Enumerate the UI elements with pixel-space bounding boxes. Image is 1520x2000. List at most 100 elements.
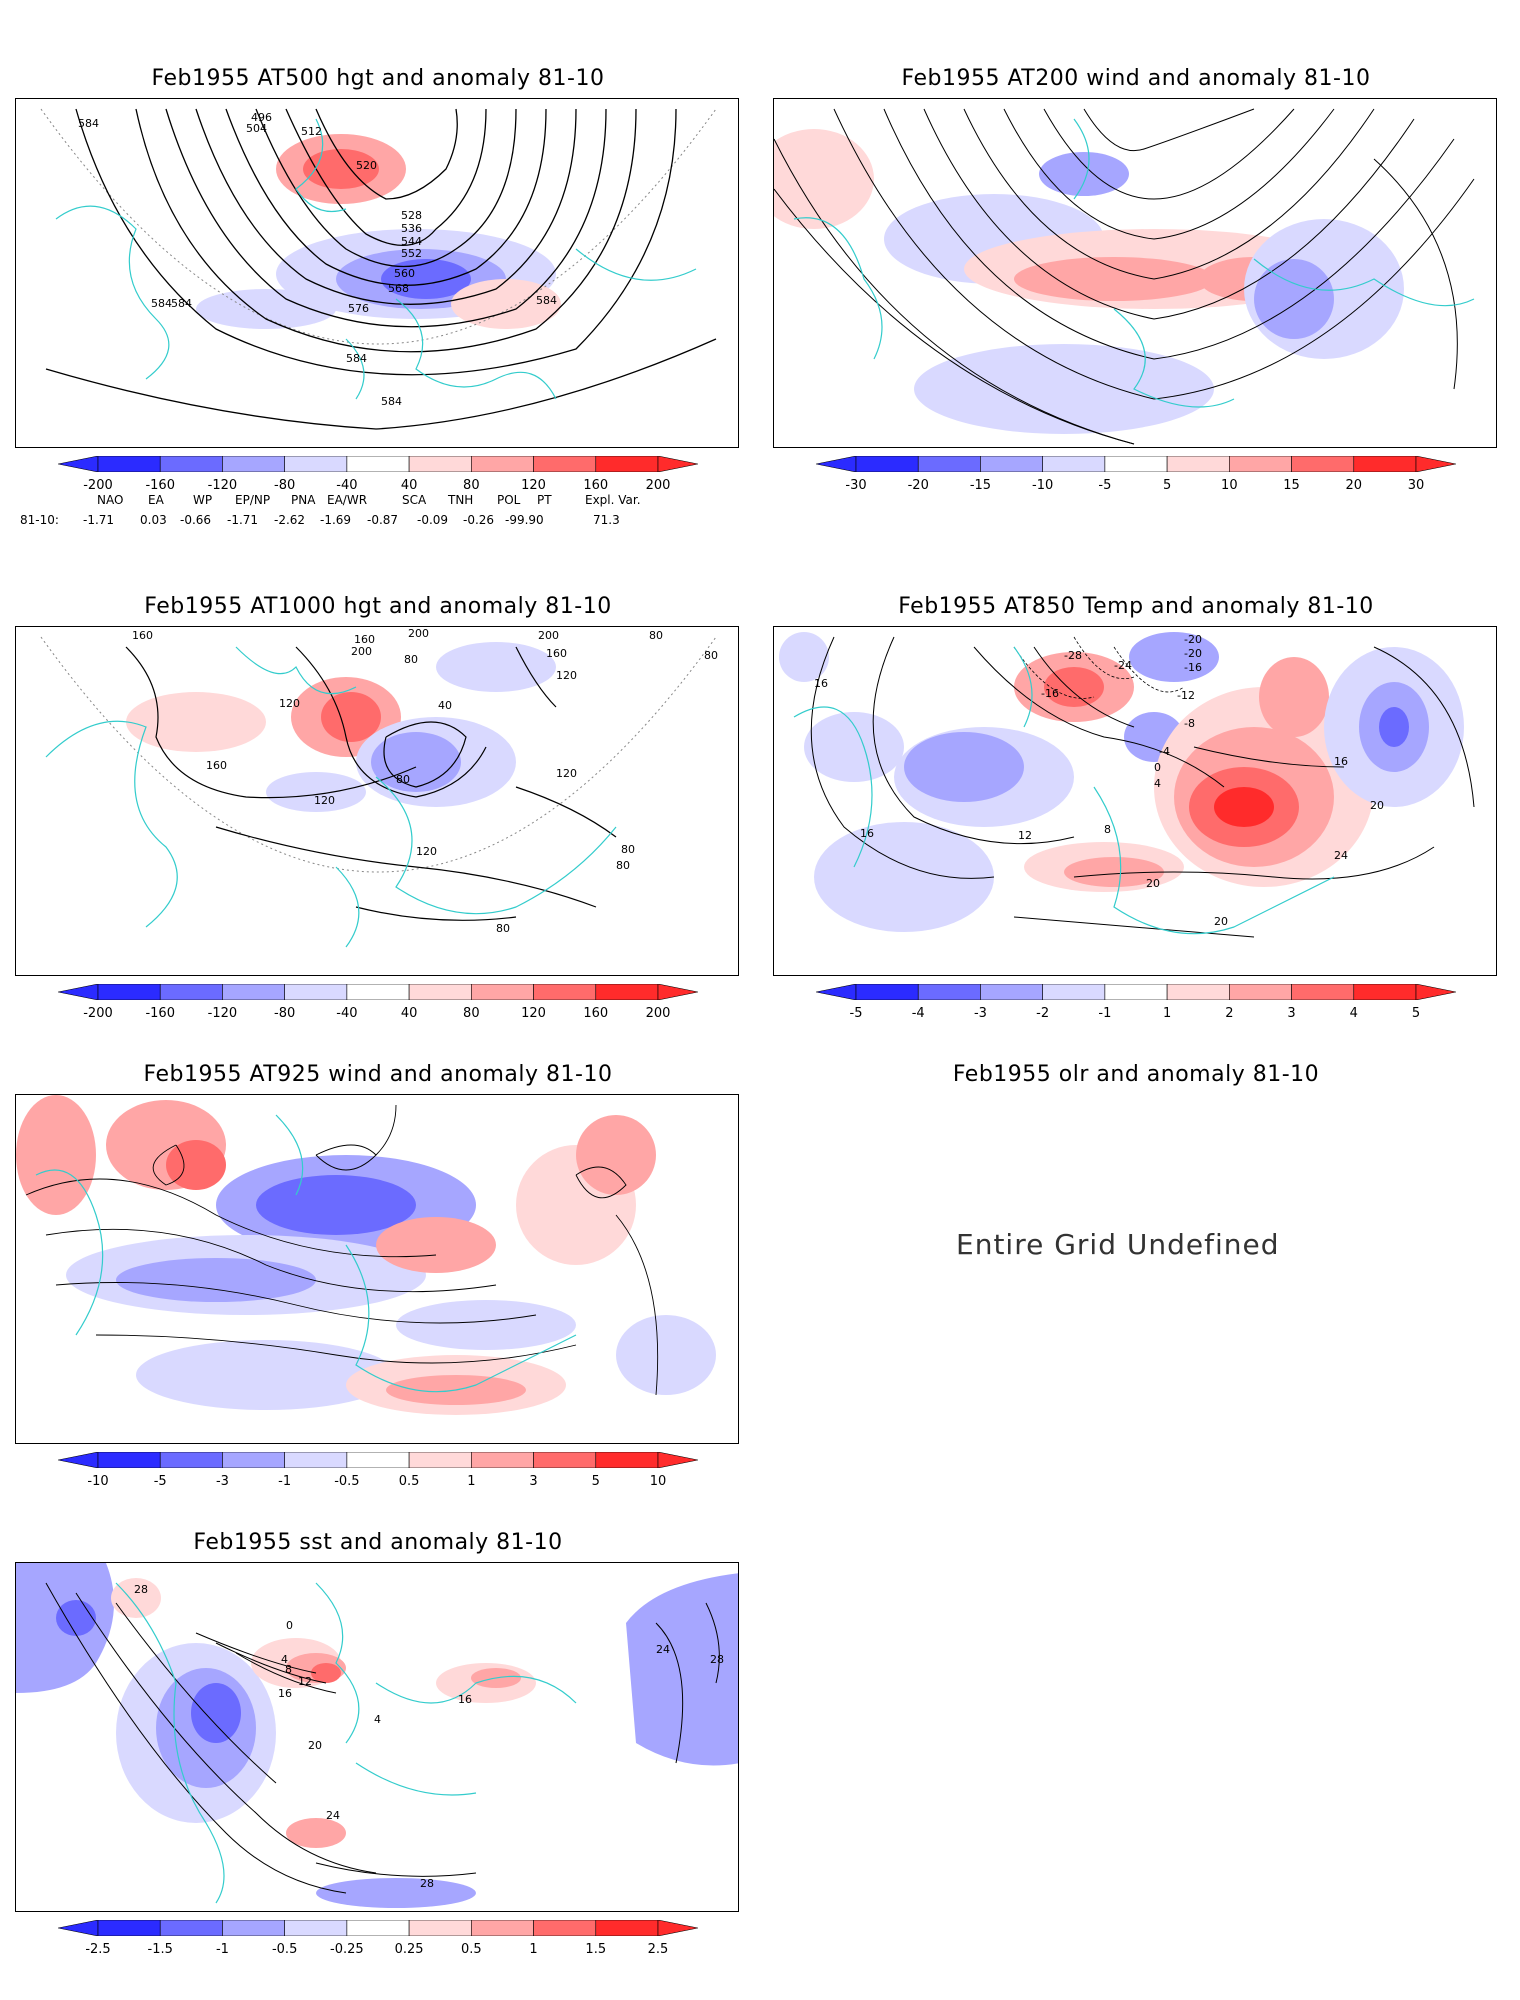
- colorbar-graphic: [58, 1452, 698, 1468]
- colorbar-right-triangle: [1415, 456, 1456, 472]
- contour-label: 16: [860, 827, 874, 840]
- colorbar-segment: [855, 984, 919, 1000]
- contour-label: 504: [246, 122, 267, 135]
- map-sst: 28 0 4 8 12 16 4 16 20 24 24 28 28: [15, 1562, 739, 1912]
- colorbar-segment: [533, 984, 597, 1000]
- colorbar-tick-label: 1: [1162, 1006, 1172, 1021]
- map-at850: -20 -28 -24 -16 -20 -16 -12 -8 -4 0 4 8 …: [773, 626, 1497, 976]
- colorbar-segment: [471, 1920, 534, 1936]
- colorbar-segment: [1229, 984, 1292, 1000]
- colorbar-segment: [1042, 984, 1106, 1000]
- colorbar-segment: [284, 1920, 348, 1936]
- colorbar-segment: [917, 456, 981, 472]
- colorbar-segment: [1229, 456, 1292, 472]
- colorbar-left-triangle: [58, 456, 99, 472]
- colorbar-segment: [346, 984, 410, 1000]
- colorbar-segment: [855, 456, 919, 472]
- colorbar-left-triangle: [58, 1920, 99, 1936]
- colorbar-tick-label: 2: [1225, 1006, 1234, 1021]
- colorbar-segment: [97, 1452, 161, 1468]
- contour-label: 584: [346, 352, 367, 365]
- contour-label: 544: [401, 235, 422, 248]
- colorbar-segment: [471, 1452, 534, 1468]
- index-header: WP: [193, 493, 213, 507]
- contour-label: 160: [354, 633, 375, 646]
- colorbar-tick-label: 0.25: [394, 1942, 424, 1957]
- colorbar-segment: [408, 1920, 472, 1936]
- colorbar-left-triangle: [816, 984, 857, 1000]
- colorbar-segment: [159, 984, 223, 1000]
- contour-label: -24: [1114, 659, 1132, 672]
- colorbar-tick-label: 5: [591, 1474, 600, 1489]
- colorbar-segment: [159, 456, 223, 472]
- contour-label: 120: [556, 669, 577, 682]
- colorbar-tick-label: 40: [400, 478, 418, 493]
- colorbar-tick-label: -0.25: [330, 1942, 364, 1957]
- colorbar-tick-label: -0.5: [334, 1474, 360, 1489]
- colorbar-segment: [222, 1452, 285, 1468]
- colorbar-segment: [595, 1452, 659, 1468]
- colorbar-segment: [533, 1452, 597, 1468]
- colorbar-tick-label: 15: [1283, 478, 1300, 493]
- contour-label: 512: [301, 125, 322, 138]
- index-value: -99.90: [505, 513, 544, 527]
- contour-label: 20: [1146, 877, 1160, 890]
- contour-label: 4: [281, 1653, 288, 1666]
- contour-label: 0: [286, 1619, 293, 1632]
- colorbar-segment: [408, 456, 472, 472]
- colorbar-segment: [1104, 984, 1168, 1000]
- contour-label: 24: [656, 1643, 670, 1656]
- colorbar-segment: [284, 1452, 348, 1468]
- contour-label: -20: [1184, 647, 1202, 660]
- colorbar-tick-label: 2.5: [647, 1942, 669, 1957]
- colorbar-left-triangle: [58, 984, 99, 1000]
- colorbar-tick-label: -120: [207, 478, 238, 493]
- colorbar-tick-label: -160: [145, 478, 175, 493]
- colorbar-tick-label: -1: [1098, 1006, 1112, 1021]
- panel-title-at200: Feb1955 AT200 wind and anomaly 81-10: [901, 66, 1371, 91]
- colorbar-segment: [284, 984, 348, 1000]
- contour-label: 120: [556, 767, 577, 780]
- colorbar-tick-label: -5: [849, 1006, 863, 1021]
- colorbar-tick-label: -120: [207, 1006, 238, 1021]
- colorbar-right-triangle: [657, 1920, 698, 1936]
- colorbar-at850: -5 -4 -3 -2 -1 1 2 3 4 5: [816, 984, 1456, 1021]
- colorbar-right-triangle: [1415, 984, 1456, 1000]
- colorbar-tick-label: -1: [278, 1474, 292, 1489]
- contour-label: 536: [401, 222, 422, 235]
- colorbar-segment: [1291, 984, 1355, 1000]
- panel-title-at850: Feb1955 AT850 Temp and anomaly 81-10: [898, 594, 1374, 619]
- index-header: EA/WR: [327, 493, 368, 507]
- contour-label: 80: [704, 649, 718, 662]
- colorbar-graphic: [58, 984, 698, 1000]
- colorbar-tick-label: -40: [336, 1006, 358, 1021]
- colorbar-tick-label: 5: [1162, 478, 1172, 493]
- colorbar-tick-label: 20: [1345, 478, 1363, 493]
- contour-label: 0: [1154, 761, 1161, 774]
- contour-label: 80: [621, 843, 635, 856]
- index-value: -1.69: [320, 513, 352, 527]
- colorbar-segment: [980, 984, 1043, 1000]
- index-value: -0.66: [180, 513, 212, 527]
- colorbar-tick-label: -0.5: [271, 1942, 298, 1957]
- index-value: -0.87: [367, 513, 399, 527]
- colorbar-segment: [471, 456, 534, 472]
- index-header: Expl. Var.: [585, 493, 641, 507]
- colorbar-right-triangle: [657, 456, 698, 472]
- contour-label: 160: [206, 759, 227, 772]
- contour-label: 20: [1214, 915, 1228, 928]
- contour-label: 584: [536, 294, 557, 307]
- colorbar-right-triangle: [657, 984, 698, 1000]
- colorbar-segment: [97, 1920, 161, 1936]
- colorbar-tick-label: -1.5: [147, 1942, 173, 1957]
- contour-label: 584: [381, 395, 402, 408]
- contour-label: 8: [1104, 823, 1111, 836]
- index-row-label: 81-10:: [20, 513, 59, 527]
- colorbar-segment: [1291, 456, 1355, 472]
- contour-label: 552: [401, 247, 422, 260]
- colorbar-tick-label: 3: [529, 1474, 538, 1489]
- contour-label: 20: [1370, 799, 1384, 812]
- contour-label: -20: [1184, 633, 1202, 646]
- contour-label: -16: [1041, 687, 1059, 700]
- contour-label: 80: [496, 922, 510, 935]
